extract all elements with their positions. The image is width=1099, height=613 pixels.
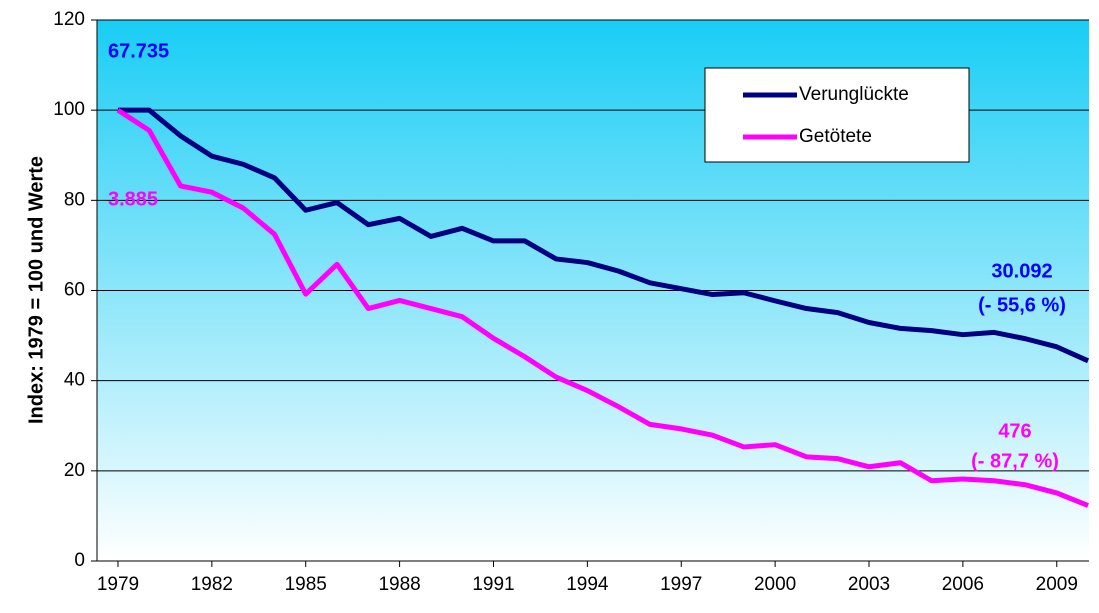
line-series xyxy=(117,107,1090,364)
y-tick-label: 60 xyxy=(64,280,85,301)
legend-label: Verunglückte xyxy=(799,84,909,105)
y-tick-label: 80 xyxy=(64,189,85,210)
y-axis-label: Index: 1979 = 100 und Werte xyxy=(25,156,47,424)
annotation: 30.092 xyxy=(991,260,1052,282)
x-tick-label: 1985 xyxy=(285,574,327,595)
x-tick-label: 1997 xyxy=(660,574,702,595)
line-series xyxy=(116,108,1089,508)
y-tick-label: 20 xyxy=(64,460,85,481)
y-tick-label: 0 xyxy=(74,550,85,571)
annotation: 3.885 xyxy=(108,188,158,210)
x-tick-label: 1994 xyxy=(566,574,609,595)
y-tick-label: 120 xyxy=(53,9,85,30)
annotation: (- 87,7 %) xyxy=(971,450,1059,472)
x-tick-label: 2006 xyxy=(942,574,984,595)
annotation: 476 xyxy=(998,420,1031,442)
x-tick-label: 1988 xyxy=(378,574,420,595)
y-tick-label: 100 xyxy=(53,99,85,120)
annotation: 67.735 xyxy=(108,40,169,62)
x-tick-label: 1982 xyxy=(191,574,233,595)
x-tick-label: 2000 xyxy=(754,574,796,595)
legend-label: Getötete xyxy=(799,126,872,147)
x-tick-label: 2003 xyxy=(848,574,890,595)
annotation: (- 55,6 %) xyxy=(978,294,1066,316)
x-tick-label: 1979 xyxy=(97,574,139,595)
y-tick-label: 40 xyxy=(64,370,85,391)
x-tick-label: 2009 xyxy=(1036,574,1078,595)
x-tick-label: 1991 xyxy=(472,574,514,595)
legend-box xyxy=(704,67,970,163)
